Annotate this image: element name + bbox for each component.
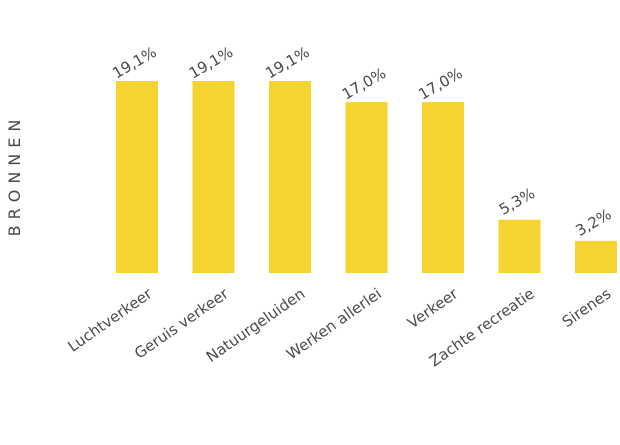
value-label-0: 19,1%: [109, 43, 159, 82]
y-axis-title: BRONNEN: [5, 114, 24, 237]
bar-2: [269, 81, 311, 273]
bar-6: [575, 240, 617, 273]
value-label-2: 19,1%: [262, 43, 312, 82]
bar-5: [498, 219, 541, 273]
bar-1: [192, 81, 235, 273]
category-label-6: Sirenes: [559, 284, 615, 331]
category-label-4: Verkeer: [404, 284, 462, 332]
bar-0: [116, 81, 158, 273]
value-label-6: 3,2%: [572, 205, 614, 240]
bar-4: [422, 102, 464, 273]
bar-3: [345, 102, 388, 273]
value-label-1: 19,1%: [186, 43, 236, 82]
value-label-5: 5,3%: [496, 184, 538, 219]
value-label-3: 17,0%: [339, 64, 389, 103]
value-label-4: 17,0%: [415, 64, 465, 103]
